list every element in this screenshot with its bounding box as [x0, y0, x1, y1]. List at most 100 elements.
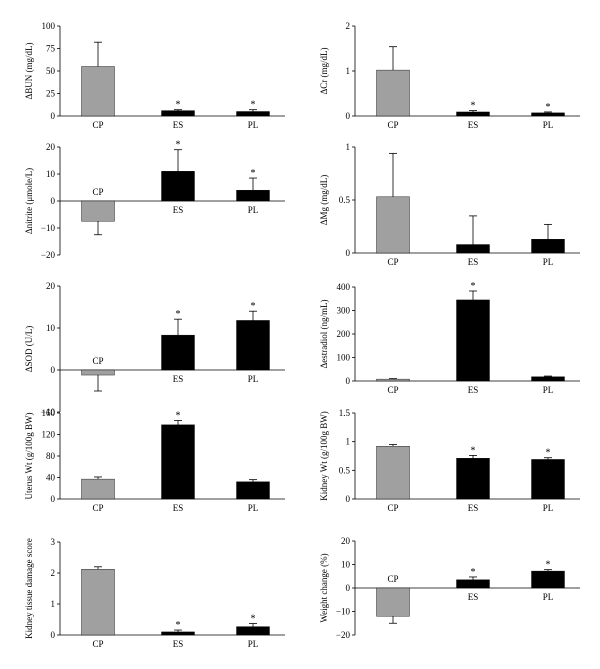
significance-star: * — [176, 309, 181, 320]
category-label: PL — [248, 205, 259, 215]
bar — [456, 111, 490, 117]
y-tick-label: 20 — [46, 281, 56, 291]
y-tick-label: 0 — [51, 196, 56, 206]
chart-panel: −20 −10 0 10 20 Δnitrite (μmole/L) CP * ES * PL — [24, 140, 285, 260]
y-tick-label: 80 — [46, 451, 56, 461]
y-tick-label: −10 — [336, 607, 351, 617]
category-label: ES — [468, 385, 479, 395]
y-tick-label: 20 — [341, 536, 351, 546]
y-tick-label: 1 — [346, 437, 351, 447]
bar — [81, 66, 115, 117]
y-tick-label: 120 — [42, 430, 56, 440]
y-tick-label: 0 — [346, 111, 351, 121]
y-axis-label: ΔMg (mg/dL) — [319, 175, 329, 226]
significance-star: * — [176, 100, 181, 111]
y-axis-label: Kidney tissue damage score — [24, 538, 34, 639]
y-tick-label: 1 — [51, 599, 56, 609]
bar — [236, 626, 270, 636]
chart-panel: 0 0.5 1 ΔMg (mg/dL) CP ES PL — [319, 142, 580, 267]
bar — [531, 570, 565, 589]
chart-panel: 0 25 50 75 100 ΔBUN (mg/dL) CP * ES * PL — [24, 21, 285, 130]
y-axis-label: Δestradiol (ng/mL) — [319, 299, 329, 368]
bar — [236, 320, 270, 371]
y-tick-label: 200 — [337, 329, 351, 339]
category-label: CP — [387, 257, 398, 267]
bar — [236, 111, 270, 117]
bar — [161, 171, 195, 202]
category-label: ES — [468, 257, 479, 267]
y-axis-label: Δnitrite (μmole/L) — [24, 168, 34, 234]
bar — [236, 189, 270, 202]
significance-star: * — [251, 614, 256, 625]
y-tick-label: 100 — [42, 21, 56, 31]
bar — [81, 478, 115, 500]
category-label: CP — [387, 120, 398, 130]
category-label: CP — [92, 187, 103, 197]
y-axis-label: ΔBUN (mg/dL) — [24, 42, 34, 99]
y-tick-label: 160 — [42, 408, 56, 418]
chart-panel: −20 −10 0 10 20 Weight change (%) CP * ES * PL — [319, 536, 580, 640]
y-tick-label: 75 — [46, 44, 56, 54]
chart-panel: 0 0.5 1 1.5 Kidney Wt (g/100g BW) CP * ES * PL — [319, 408, 580, 513]
chart-panel: 0 1 2 ΔCr (mg/dL) CP * ES * PL — [319, 21, 580, 130]
significance-star: * — [546, 560, 551, 571]
y-tick-label: 25 — [46, 89, 56, 99]
category-label: PL — [543, 385, 554, 395]
category-label: CP — [387, 503, 398, 513]
category-label: PL — [543, 257, 554, 267]
y-tick-label: 1.5 — [339, 408, 351, 418]
y-tick-label: 10 — [46, 323, 56, 333]
y-tick-label: 0 — [51, 365, 56, 375]
y-tick-label: −20 — [41, 250, 56, 260]
chart-panel: 0 40 80 120 160 Uterus Wt (g/100g BW) CP * ES PL — [24, 408, 285, 513]
category-label: ES — [468, 592, 479, 602]
significance-star: * — [251, 100, 256, 111]
bar — [376, 196, 410, 254]
y-tick-label: 0 — [51, 630, 56, 640]
y-tick-label: 40 — [46, 473, 56, 483]
y-tick-label: 300 — [337, 306, 351, 316]
category-label: PL — [248, 120, 259, 130]
bar — [456, 458, 490, 500]
significance-star: * — [471, 101, 476, 112]
bar — [376, 446, 410, 500]
category-label: ES — [173, 120, 184, 130]
bar — [531, 112, 565, 117]
significance-star: * — [176, 411, 181, 422]
chart-panel: 0 100 200 300 400 Δestradiol (ng/mL) CP * ES PL — [319, 281, 580, 395]
category-label: CP — [92, 503, 103, 513]
significance-star: * — [546, 448, 551, 459]
bar — [81, 369, 115, 376]
y-axis-label: Kidney Wt (g/100g BW) — [319, 411, 329, 501]
significance-star: * — [471, 281, 476, 292]
significance-star: * — [471, 445, 476, 456]
y-tick-label: 2 — [346, 21, 351, 31]
y-tick-label: 0 — [51, 494, 56, 504]
category-label: CP — [92, 639, 103, 649]
category-label: ES — [468, 120, 479, 130]
category-label: CP — [92, 120, 103, 130]
y-tick-label: 2 — [51, 568, 56, 578]
bar — [161, 424, 195, 500]
y-axis-label: Uterus Wt (g/100g BW) — [24, 412, 34, 499]
bar — [531, 239, 565, 254]
bar — [161, 334, 195, 371]
category-label: CP — [92, 356, 103, 366]
y-tick-label: 3 — [51, 537, 56, 547]
category-label: ES — [173, 374, 184, 384]
y-tick-label: −10 — [41, 407, 56, 417]
significance-star: * — [176, 620, 181, 631]
category-label: ES — [173, 205, 184, 215]
category-label: PL — [543, 120, 554, 130]
bar — [531, 459, 565, 500]
bar — [81, 200, 115, 222]
chart-panel: 0 1 2 3 Kidney tissue damage score CP * ES * PL — [24, 537, 285, 649]
category-label: ES — [468, 503, 479, 513]
category-label: PL — [543, 503, 554, 513]
y-tick-label: −10 — [41, 223, 56, 233]
y-tick-label: 0.5 — [339, 465, 351, 475]
significance-star: * — [176, 140, 181, 151]
bar — [161, 631, 195, 636]
y-tick-label: −20 — [336, 630, 351, 640]
